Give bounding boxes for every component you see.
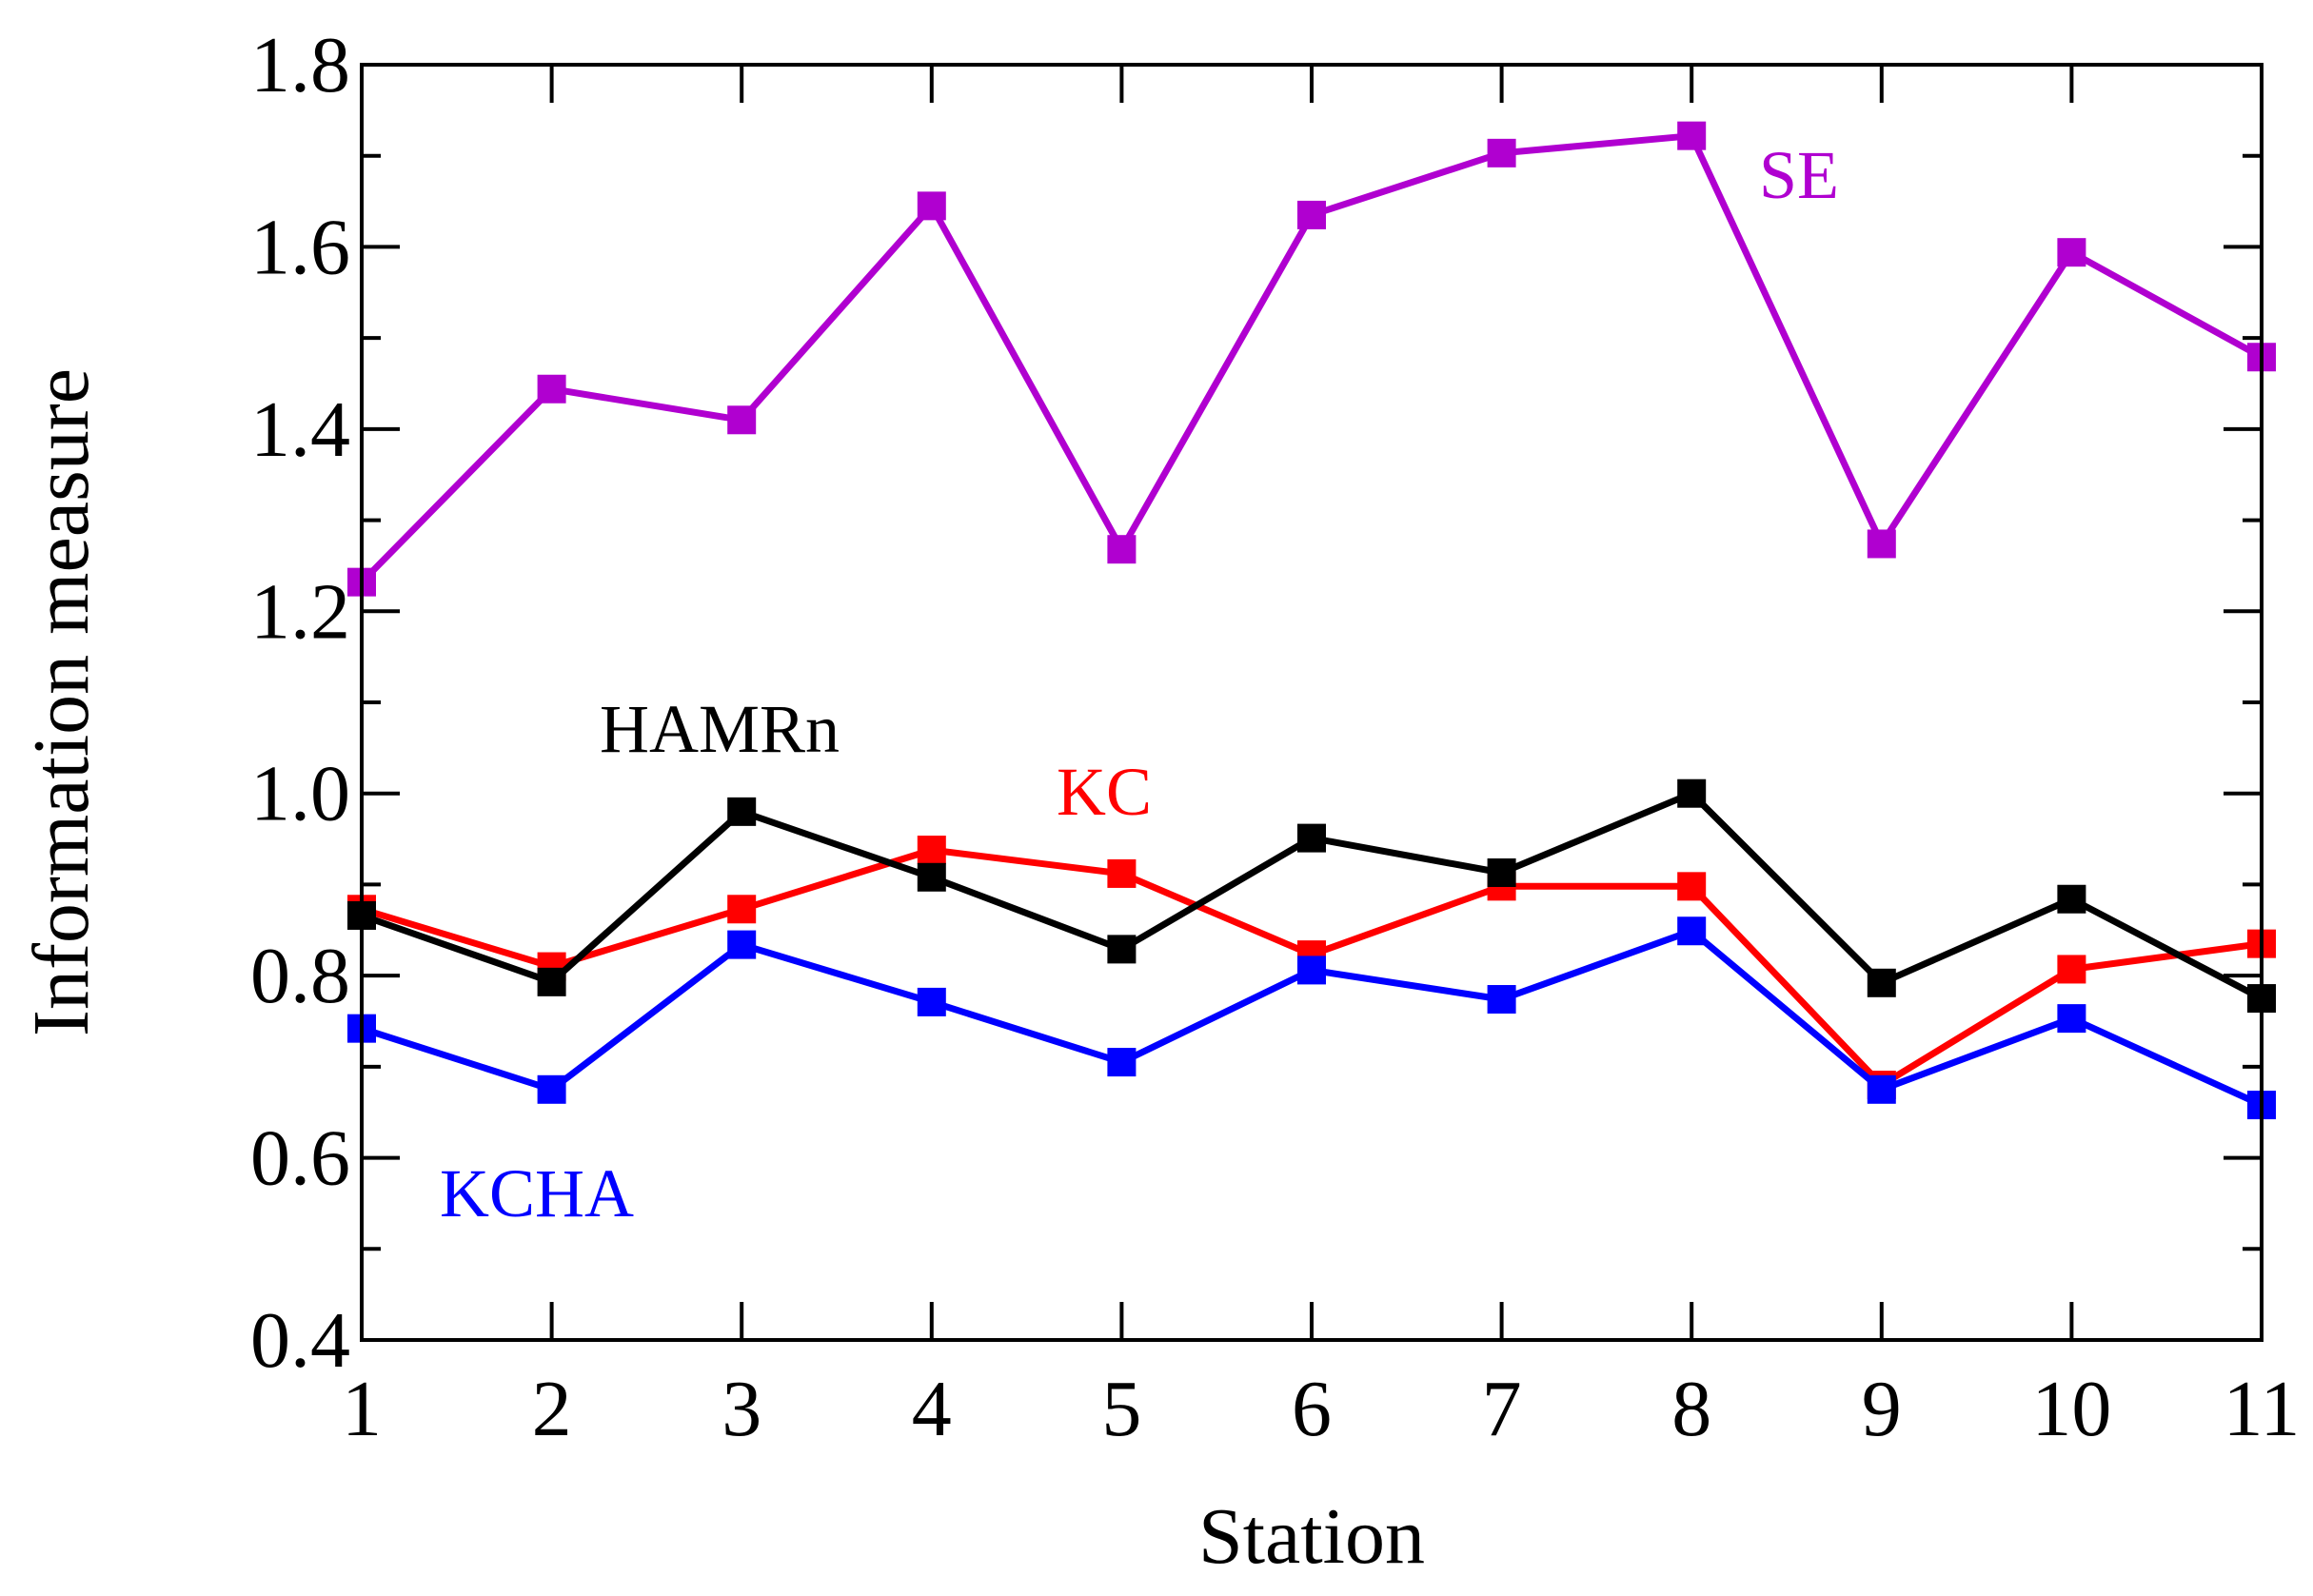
- series-marker-se: [1677, 121, 1707, 150]
- labels-layer: 0.4 0.6 0.8 1.0 1.2 1.4 1.6 1.8 1 2 3 4 5 6 7 8 9 10 11 Sta…: [17, 21, 2300, 1581]
- series-marker-hamrn: [727, 797, 757, 826]
- series-marker-se: [537, 374, 566, 404]
- series-marker-kcha: [727, 930, 757, 959]
- x-tick-label: 3: [722, 1365, 761, 1453]
- series-marker-hamrn: [1867, 968, 1896, 997]
- x-tick-label: 1: [342, 1365, 382, 1453]
- series-marker-hamrn: [1487, 857, 1516, 887]
- series-marker-kcha: [1867, 1074, 1896, 1104]
- series-marker-kcha: [537, 1074, 566, 1104]
- y-axis-title: Information measure: [17, 368, 106, 1036]
- series-marker-se: [917, 191, 946, 221]
- series-marker-kcha: [1107, 1048, 1137, 1077]
- series-marker-kc: [727, 895, 757, 924]
- series-marker-hamrn: [2057, 884, 2086, 914]
- annotation-se: SE: [1759, 137, 1839, 213]
- y-tick-label: 0.8: [250, 932, 350, 1020]
- series-marker-kcha: [1677, 916, 1707, 946]
- x-tick-label: 11: [2224, 1365, 2301, 1453]
- series-marker-kc: [2057, 955, 2086, 984]
- annotation-kcha: KCHA: [440, 1155, 634, 1231]
- x-tick-label: 8: [1671, 1365, 1711, 1453]
- y-tick-label: 1.8: [250, 21, 350, 109]
- series-marker-kcha: [2057, 1004, 2086, 1034]
- series-marker-se: [1487, 138, 1516, 167]
- x-tick-label: 9: [1862, 1365, 1902, 1453]
- series-marker-hamrn: [537, 967, 566, 996]
- y-tick-label: 1.6: [250, 203, 350, 291]
- series-marker-kcha: [917, 987, 946, 1016]
- y-tick-label: 0.6: [250, 1114, 350, 1203]
- annotation-hamrn: HAMRn: [600, 691, 840, 767]
- x-tick-label: 4: [912, 1365, 952, 1453]
- x-tick-label: 2: [532, 1365, 572, 1453]
- annotation-kc: KC: [1057, 754, 1152, 830]
- x-tick-label: 7: [1482, 1365, 1522, 1453]
- plot-frame: [360, 63, 2264, 1342]
- series-marker-kc: [1677, 872, 1707, 901]
- series-layer: [347, 121, 2276, 1120]
- series-marker-hamrn: [1677, 778, 1707, 808]
- y-tick-label: 1.4: [250, 385, 350, 474]
- series-marker-se: [2057, 238, 2086, 267]
- x-tick-label: 10: [2031, 1365, 2111, 1453]
- x-tick-label: 6: [1292, 1365, 1332, 1453]
- series-marker-se: [1297, 200, 1326, 229]
- series-marker-se: [1867, 529, 1896, 559]
- y-tick-label: 1.2: [250, 567, 350, 656]
- series-marker-kc: [917, 836, 946, 865]
- series-marker-se: [727, 405, 757, 435]
- series-marker-kcha: [1297, 956, 1326, 985]
- x-tick-label: 5: [1101, 1365, 1141, 1453]
- series-marker-kc: [1107, 858, 1137, 888]
- series-marker-hamrn: [1107, 935, 1137, 964]
- series-marker-kcha: [1487, 985, 1516, 1015]
- series-marker-hamrn: [1297, 823, 1326, 853]
- series-marker-se: [1107, 535, 1137, 564]
- y-tick-label: 1.0: [250, 750, 350, 838]
- x-axis-title: Station: [1198, 1492, 1425, 1581]
- y-tick-label: 0.4: [250, 1296, 350, 1385]
- series-marker-hamrn: [917, 862, 946, 892]
